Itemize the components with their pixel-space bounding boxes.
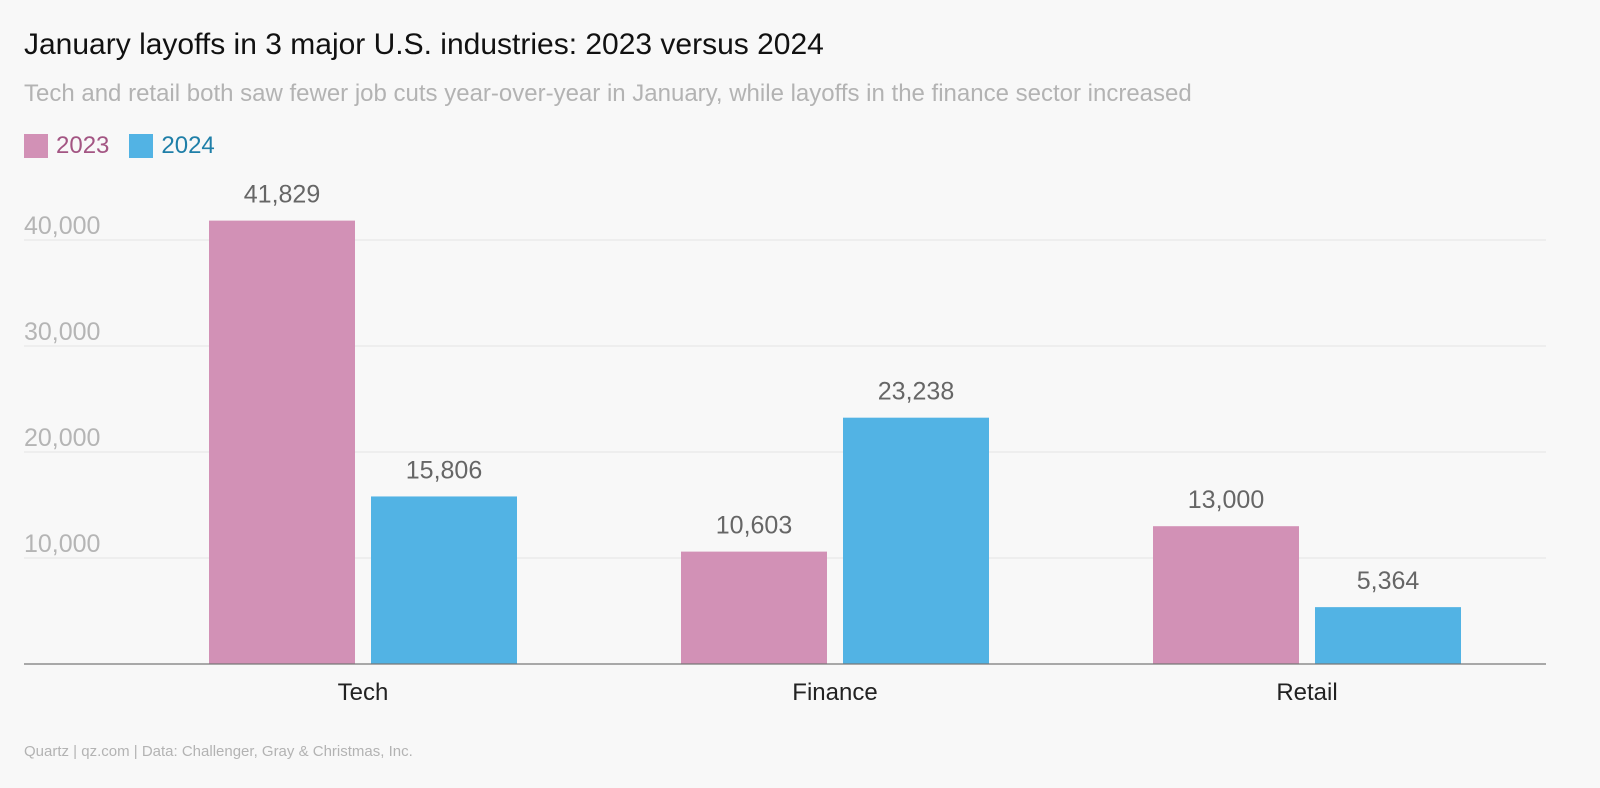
legend-swatch-2023 xyxy=(24,134,48,158)
bar-finance-2023 xyxy=(681,551,827,664)
data-label-tech-2023: 41,829 xyxy=(244,181,320,209)
bar-tech-2024 xyxy=(371,496,517,664)
x-tick-label-tech: Tech xyxy=(338,679,389,706)
bar-retail-2023 xyxy=(1153,526,1299,664)
bar-retail-2024 xyxy=(1315,607,1461,664)
data-label-retail-2024: 5,364 xyxy=(1357,567,1420,595)
legend-label-2024: 2024 xyxy=(161,132,215,159)
x-tick-label-finance: Finance xyxy=(792,679,877,706)
data-label-tech-2024: 15,806 xyxy=(406,456,482,484)
legend-item-2024: 2024 xyxy=(129,132,215,160)
bar-finance-2024 xyxy=(843,417,989,664)
chart-title: January layoffs in 3 major U.S. industri… xyxy=(24,28,824,61)
x-tick-label-retail: Retail xyxy=(1276,679,1337,706)
y-tick-label-10000: 10,000 xyxy=(24,530,100,558)
y-tick-label-30000: 30,000 xyxy=(24,318,100,346)
legend-label-2023: 2023 xyxy=(56,132,110,159)
legend-swatch-2024 xyxy=(129,134,154,158)
bar-tech-2023 xyxy=(209,220,355,664)
source-note: Quartz | qz.com | Data: Challenger, Gray… xyxy=(24,743,413,760)
data-label-finance-2024: 23,238 xyxy=(878,378,954,406)
legend-item-2023: 2023 xyxy=(24,132,109,160)
data-label-retail-2023: 13,000 xyxy=(1188,486,1264,514)
y-tick-label-20000: 20,000 xyxy=(24,424,100,452)
legend: 2023 2024 xyxy=(24,132,215,160)
chart-subtitle: Tech and retail both saw fewer job cuts … xyxy=(24,80,1192,107)
y-tick-label-40000: 40,000 xyxy=(24,212,100,240)
data-label-finance-2023: 10,603 xyxy=(716,512,792,540)
